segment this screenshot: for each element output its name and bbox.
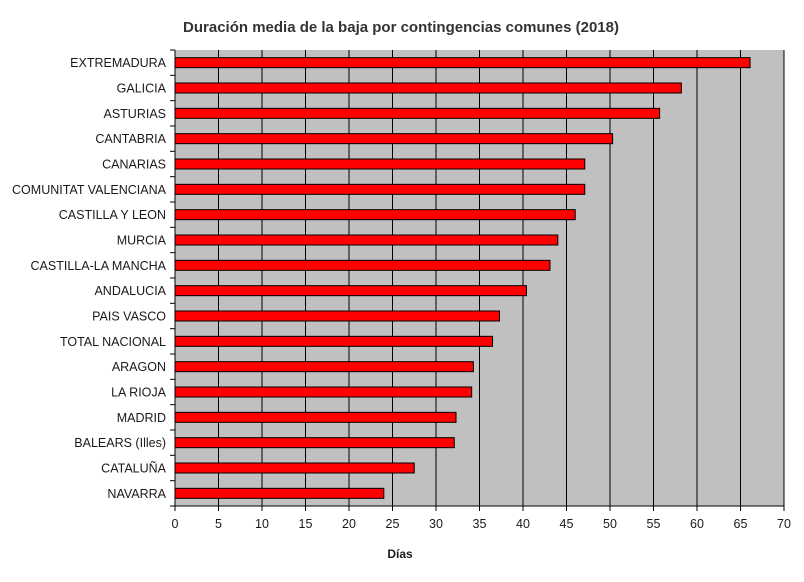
bars [174, 57, 751, 499]
x-tick-label: 5 [215, 517, 222, 531]
category-label: COMUNITAT VALENCIANA [12, 183, 167, 197]
x-tick-label: 60 [690, 517, 704, 531]
bar [174, 361, 474, 373]
category-label: BALEARS (Illes) [74, 436, 166, 450]
bar [174, 82, 682, 94]
bar [174, 437, 455, 449]
category-label: EXTREMADURA [70, 56, 167, 70]
bar [174, 183, 586, 195]
category-label: CATALUÑA [101, 462, 166, 476]
x-tick-labels: 0 5 10 15 20 25 30 35 40 45 50 55 60 65 70 [172, 506, 791, 531]
category-label: NAVARRA [107, 487, 166, 501]
x-tick-label: 45 [560, 517, 574, 531]
bar [174, 158, 586, 170]
category-label: PAIS VASCO [92, 310, 166, 324]
x-tick-label: 70 [777, 517, 791, 531]
x-axis-label: Días [387, 547, 413, 561]
x-tick-label: 25 [386, 517, 400, 531]
x-tick-label: 65 [734, 517, 748, 531]
category-label: TOTAL NACIONAL [60, 335, 166, 349]
category-label: GALICIA [117, 82, 167, 96]
bar [174, 57, 751, 69]
bar [174, 133, 614, 145]
category-label: MADRID [117, 411, 166, 425]
chart-title: Duración media de la baja por contingenc… [183, 19, 619, 36]
bar [174, 285, 527, 297]
category-label: CASTILLA-LA MANCHA [31, 259, 167, 273]
bar [174, 411, 457, 423]
bar [174, 209, 576, 221]
x-tick-label: 30 [429, 517, 443, 531]
x-tick-label: 0 [172, 517, 179, 531]
bar [174, 335, 494, 347]
bar [174, 310, 501, 322]
category-label: ANDALUCIA [94, 284, 166, 298]
bar [174, 487, 385, 499]
x-tick-label: 55 [647, 517, 661, 531]
bar [174, 107, 661, 119]
category-label: ARAGON [112, 360, 166, 374]
category-label: ASTURIAS [103, 107, 166, 121]
bar [174, 386, 473, 398]
x-tick-label: 20 [342, 517, 356, 531]
category-label: LA RIOJA [111, 386, 167, 400]
x-tick-label: 35 [473, 517, 487, 531]
x-tick-label: 15 [299, 517, 313, 531]
bar [174, 259, 551, 271]
category-label: CANARIAS [102, 158, 166, 172]
bar [174, 234, 559, 246]
x-tick-label: 40 [516, 517, 530, 531]
category-label: MURCIA [117, 234, 167, 248]
bar [174, 462, 415, 474]
x-tick-label: 50 [603, 517, 617, 531]
category-labels: EXTREMADURA GALICIA ASTURIAS CANTABRIA CANAR… [12, 49, 175, 507]
gridlines [218, 50, 785, 506]
category-label: CASTILLA Y LEON [59, 208, 166, 222]
category-label: CANTABRIA [95, 132, 166, 146]
x-tick-label: 10 [255, 517, 269, 531]
